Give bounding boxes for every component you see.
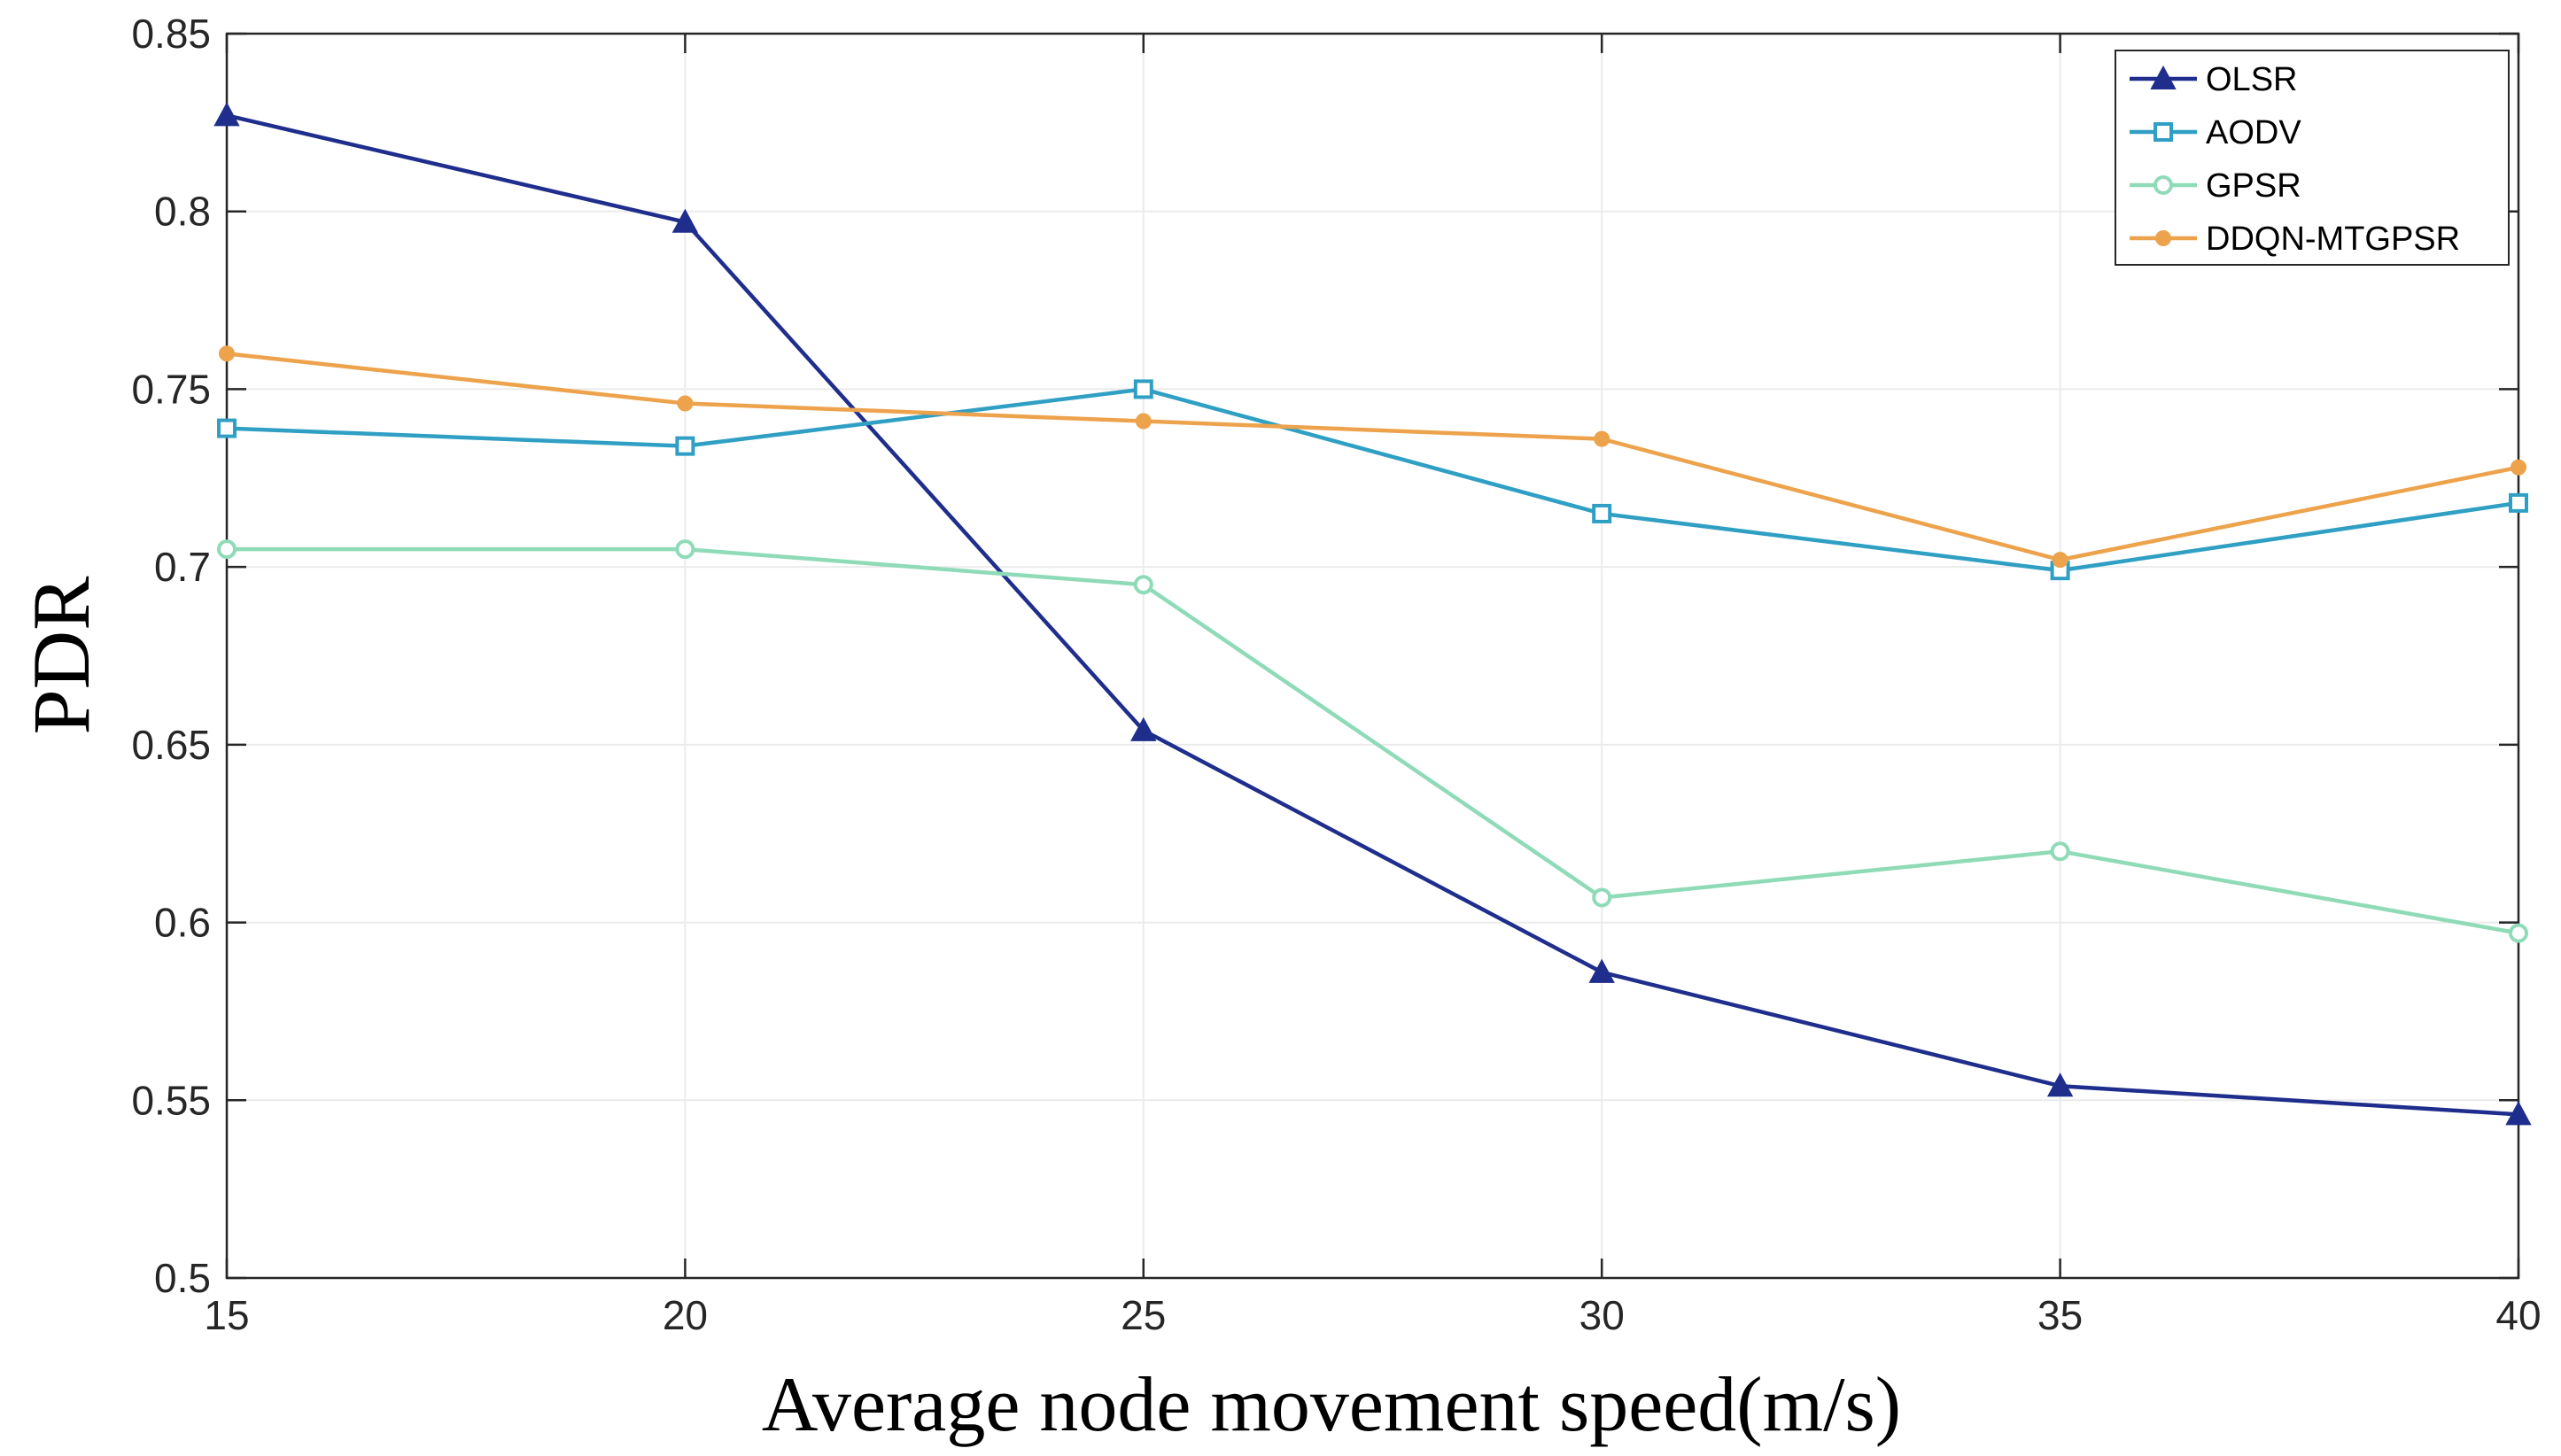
series-gpsr [217, 539, 2528, 943]
series-line-gpsr [227, 546, 2519, 935]
legend-label-aodv: AODV [2206, 114, 2301, 151]
y-tick-label: 0.6 [154, 900, 211, 946]
legend: OLSR AODV GPSR DDQN-MTGPSR [2115, 50, 2510, 266]
y-axis-title: PDR [16, 576, 106, 735]
axis-ticks: 15 20 25 30 35 40 0.5 0.55 0.6 0.65 0.7 0.75 0.8 0.85 [131, 11, 2541, 1338]
y-tick-label: 0.75 [131, 366, 211, 412]
series-line-aodv [226, 387, 2519, 573]
legend-marker-ddqn-mtgpsr [2155, 230, 2171, 246]
legend-marker-aodv [2154, 122, 2173, 142]
data-point-aodv [675, 436, 695, 456]
data-point-ddqn-mtgpsr [1594, 430, 1610, 447]
series-olsr [213, 102, 2532, 1126]
series-lines [213, 102, 2532, 1126]
legend-label-olsr: OLSR [2206, 61, 2297, 98]
x-tick-label: 35 [2037, 1292, 2083, 1338]
x-tick-label: 30 [1579, 1292, 1625, 1338]
data-point-olsr [671, 208, 699, 233]
plot-frame [225, 32, 2520, 1280]
x-tick-label: 20 [663, 1292, 708, 1338]
y-tick-label: 0.8 [154, 189, 211, 235]
legend-marker-olsr [2150, 65, 2177, 90]
x-axis-title: Average node movement speed(m/s) [762, 1362, 1901, 1448]
data-point-ddqn-mtgpsr [1135, 413, 1152, 430]
y-tick-label: 0.7 [154, 544, 211, 590]
series-line-olsr [226, 113, 2519, 1117]
legend-box [2115, 50, 2510, 266]
data-point-olsr [213, 102, 240, 127]
axes-box [225, 32, 2520, 1280]
series-line-ddqn-mtgpsr [226, 352, 2519, 562]
data-point-ddqn-mtgpsr [2511, 459, 2526, 476]
y-tick-label: 0.85 [131, 11, 211, 57]
data-point-ddqn-mtgpsr [2052, 552, 2068, 569]
data-point-olsr [2046, 1073, 2074, 1097]
data-point-gpsr [675, 539, 695, 560]
y-tick-label: 0.55 [131, 1077, 211, 1123]
x-tick-label: 15 [204, 1292, 249, 1338]
data-point-olsr [1588, 958, 1615, 983]
legend-label-ddqn-mtgpsr: DDQN-MTGPSR [2206, 221, 2460, 258]
data-point-aodv [1133, 379, 1153, 399]
data-point-gpsr [1133, 575, 1153, 595]
data-point-aodv [1592, 503, 1612, 523]
data-point-olsr [2505, 1101, 2532, 1126]
legend-label-gpsr: GPSR [2206, 167, 2301, 205]
x-tick-label: 40 [2495, 1292, 2541, 1338]
legend-marker-gpsr [2154, 175, 2173, 195]
y-tick-label: 0.5 [154, 1255, 211, 1301]
data-point-gpsr [1592, 887, 1612, 908]
data-point-gpsr [217, 539, 237, 560]
x-tick-label: 25 [1121, 1292, 1166, 1338]
data-point-olsr [1130, 716, 1157, 741]
data-point-ddqn-mtgpsr [219, 345, 235, 362]
data-point-gpsr [2509, 923, 2528, 943]
data-point-aodv [217, 418, 237, 438]
data-point-gpsr [2050, 841, 2070, 862]
series-ddqn-mtgpsr [219, 345, 2526, 569]
y-tick-label: 0.65 [131, 722, 211, 768]
data-point-aodv [2509, 492, 2528, 513]
data-point-ddqn-mtgpsr [677, 395, 694, 412]
